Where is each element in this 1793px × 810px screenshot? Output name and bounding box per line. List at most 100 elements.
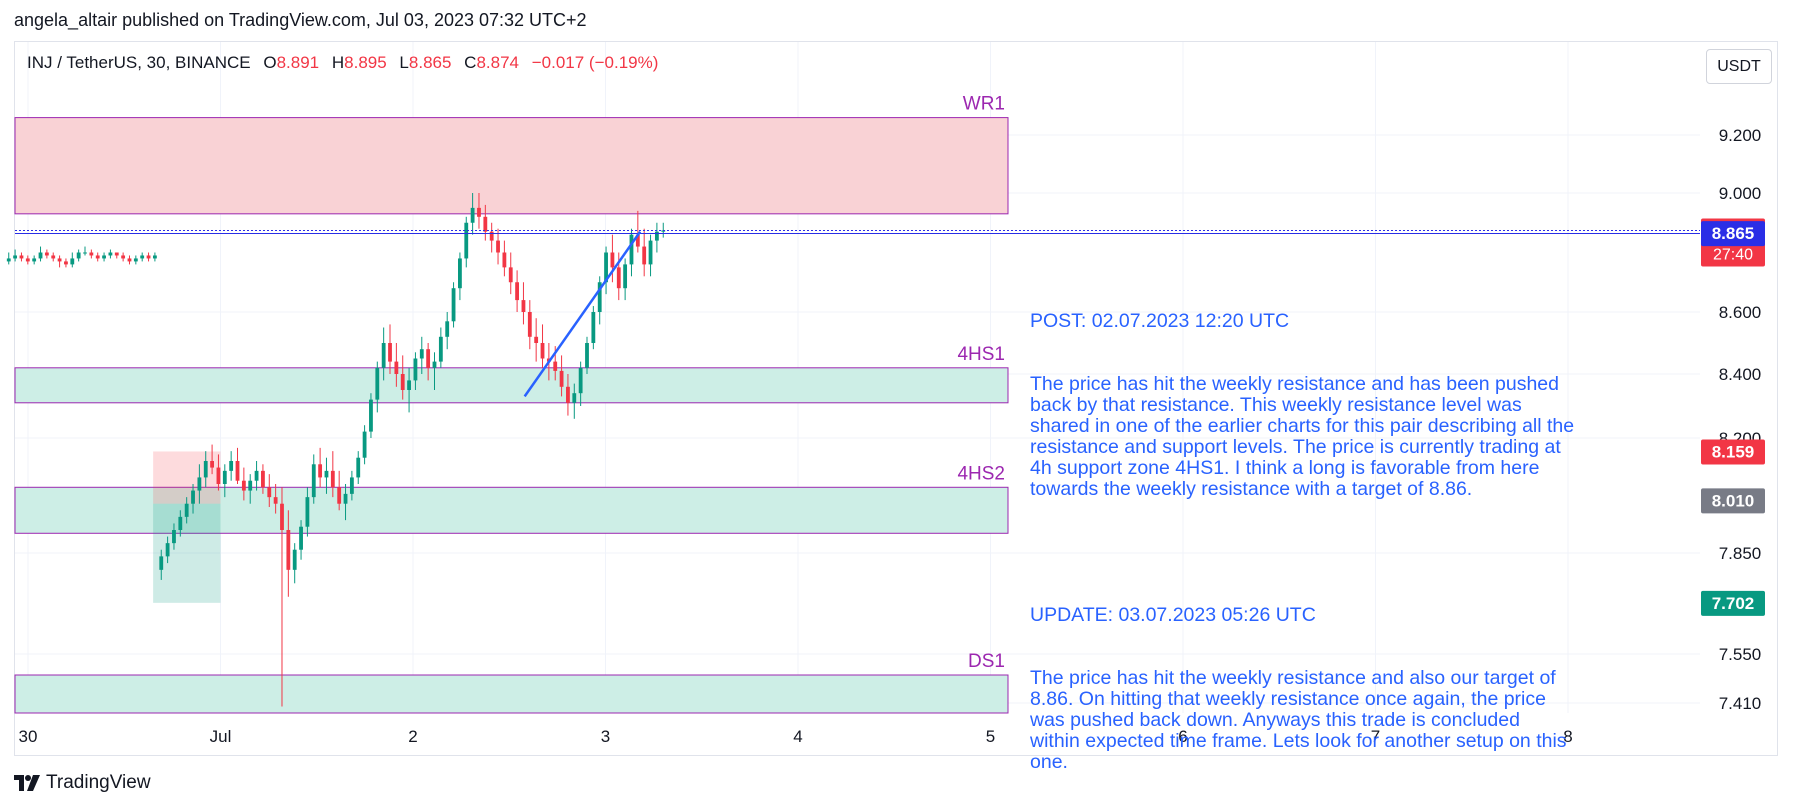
update-body: The price has hit the weekly resistance … bbox=[1030, 667, 1572, 773]
text-annotation[interactable]: POST: 02.07.2023 12:20 UTC The price has… bbox=[1030, 269, 1575, 794]
candle bbox=[356, 457, 361, 478]
candle bbox=[184, 503, 189, 517]
candle bbox=[438, 336, 443, 362]
y-tick-label: 8.600 bbox=[1719, 303, 1762, 322]
long-position-tool bbox=[153, 451, 221, 603]
candle bbox=[349, 477, 354, 494]
zone-label-wr1: WR1 bbox=[963, 94, 1005, 115]
price-tag-countdown: 27:40 bbox=[1713, 246, 1753, 263]
zone-label-4hs1: 4HS1 bbox=[957, 344, 1005, 365]
tradingview-logo[interactable]: TradingView bbox=[14, 772, 151, 794]
candle bbox=[661, 230, 666, 232]
y-tick-label: 7.550 bbox=[1719, 645, 1762, 664]
candle bbox=[311, 464, 316, 498]
candle bbox=[413, 358, 418, 381]
candle bbox=[51, 255, 56, 259]
y-tick-label: 8.400 bbox=[1719, 365, 1762, 384]
x-tick-label: 8 bbox=[1563, 727, 1572, 746]
candle bbox=[76, 252, 81, 259]
low-value: 8.865 bbox=[408, 53, 452, 72]
zone-label-ds1: DS1 bbox=[968, 651, 1005, 672]
candle bbox=[165, 543, 170, 557]
update-title: UPDATE: 03.07.2023 05:26 UTC bbox=[1030, 604, 1316, 626]
price-tag bbox=[1701, 439, 1765, 465]
candle bbox=[127, 258, 132, 262]
candle bbox=[458, 258, 462, 289]
candle bbox=[527, 312, 532, 337]
candle bbox=[451, 288, 456, 322]
position-profit-zone bbox=[153, 451, 221, 504]
candle bbox=[229, 461, 234, 471]
footer-brand: TradingView bbox=[46, 772, 151, 793]
candle bbox=[330, 470, 335, 488]
candle bbox=[610, 252, 615, 268]
price-tag-label: 8.865 bbox=[1712, 224, 1755, 243]
candles bbox=[6, 193, 666, 707]
candle bbox=[38, 252, 43, 259]
x-tick-label: 3 bbox=[601, 727, 610, 746]
close-label: C bbox=[464, 53, 477, 72]
candle bbox=[496, 240, 500, 253]
candle bbox=[515, 282, 520, 301]
candle bbox=[152, 255, 157, 259]
price-tag bbox=[1701, 488, 1765, 514]
candle bbox=[191, 490, 195, 504]
candle bbox=[318, 464, 323, 478]
x-tick-label: Jul bbox=[210, 727, 232, 746]
candle bbox=[426, 349, 431, 368]
candle bbox=[241, 480, 246, 491]
candle bbox=[362, 431, 367, 458]
candle bbox=[57, 258, 62, 262]
candle bbox=[64, 261, 68, 265]
candle bbox=[508, 267, 513, 283]
x-tick-label: 4 bbox=[793, 727, 802, 746]
x-tick-label: 7 bbox=[1371, 727, 1380, 746]
candle bbox=[470, 207, 475, 223]
symbol-info-bar[interactable]: INJ / TetherUS, 30, BINANCE O8.891 H8.89… bbox=[27, 53, 658, 73]
candle bbox=[70, 258, 75, 265]
candle bbox=[299, 526, 303, 550]
candle bbox=[553, 361, 558, 371]
price-tag-label: 8.159 bbox=[1712, 442, 1755, 461]
candle bbox=[292, 549, 297, 570]
candle bbox=[108, 252, 113, 256]
axes: 30 Jul 2 3 4 5 6 7 87.4107.5507.8508.2008.4008.6… bbox=[19, 126, 1765, 746]
candle bbox=[25, 258, 30, 262]
candle bbox=[502, 252, 507, 268]
candle bbox=[197, 477, 202, 491]
candle bbox=[19, 255, 24, 259]
candle bbox=[521, 300, 526, 312]
x-tick-label: 6 bbox=[1178, 727, 1187, 746]
candle bbox=[172, 530, 176, 544]
candle bbox=[394, 361, 399, 374]
price-tag-label: 7.702 bbox=[1712, 594, 1755, 613]
candle bbox=[388, 343, 392, 362]
candle bbox=[178, 516, 183, 530]
candle bbox=[203, 461, 208, 478]
candle bbox=[400, 374, 405, 390]
candle bbox=[102, 255, 106, 259]
candle bbox=[114, 252, 119, 256]
candle bbox=[248, 480, 253, 491]
drawing-overlays bbox=[15, 229, 1700, 398]
post-title: POST: 02.07.2023 12:20 UTC bbox=[1030, 310, 1290, 332]
candle bbox=[210, 461, 214, 468]
zone-label-4hs2: 4HS2 bbox=[957, 463, 1005, 484]
high-label: H bbox=[331, 53, 345, 72]
publish-header: angela_altair published on TradingView.c… bbox=[14, 10, 587, 30]
candle bbox=[654, 231, 659, 241]
symbol-name[interactable]: INJ / TetherUS, 30, BINANCE bbox=[27, 53, 251, 72]
candle bbox=[343, 493, 348, 504]
y-tick-label: 7.850 bbox=[1719, 544, 1762, 563]
y-tick-label: 7.410 bbox=[1719, 694, 1762, 713]
candle bbox=[273, 497, 278, 504]
currency-selector[interactable]: USDT bbox=[1706, 49, 1772, 84]
zone-4hs1 bbox=[14, 367, 1009, 404]
candle bbox=[305, 497, 310, 527]
zone-rectangles: WR1 4HS1 4HS2 DS1 bbox=[14, 94, 1009, 714]
y-tick-label: 9.200 bbox=[1719, 126, 1762, 145]
candle bbox=[566, 386, 570, 403]
x-tick-label: 2 bbox=[408, 727, 417, 746]
y-tick-label: 9.000 bbox=[1719, 184, 1762, 203]
